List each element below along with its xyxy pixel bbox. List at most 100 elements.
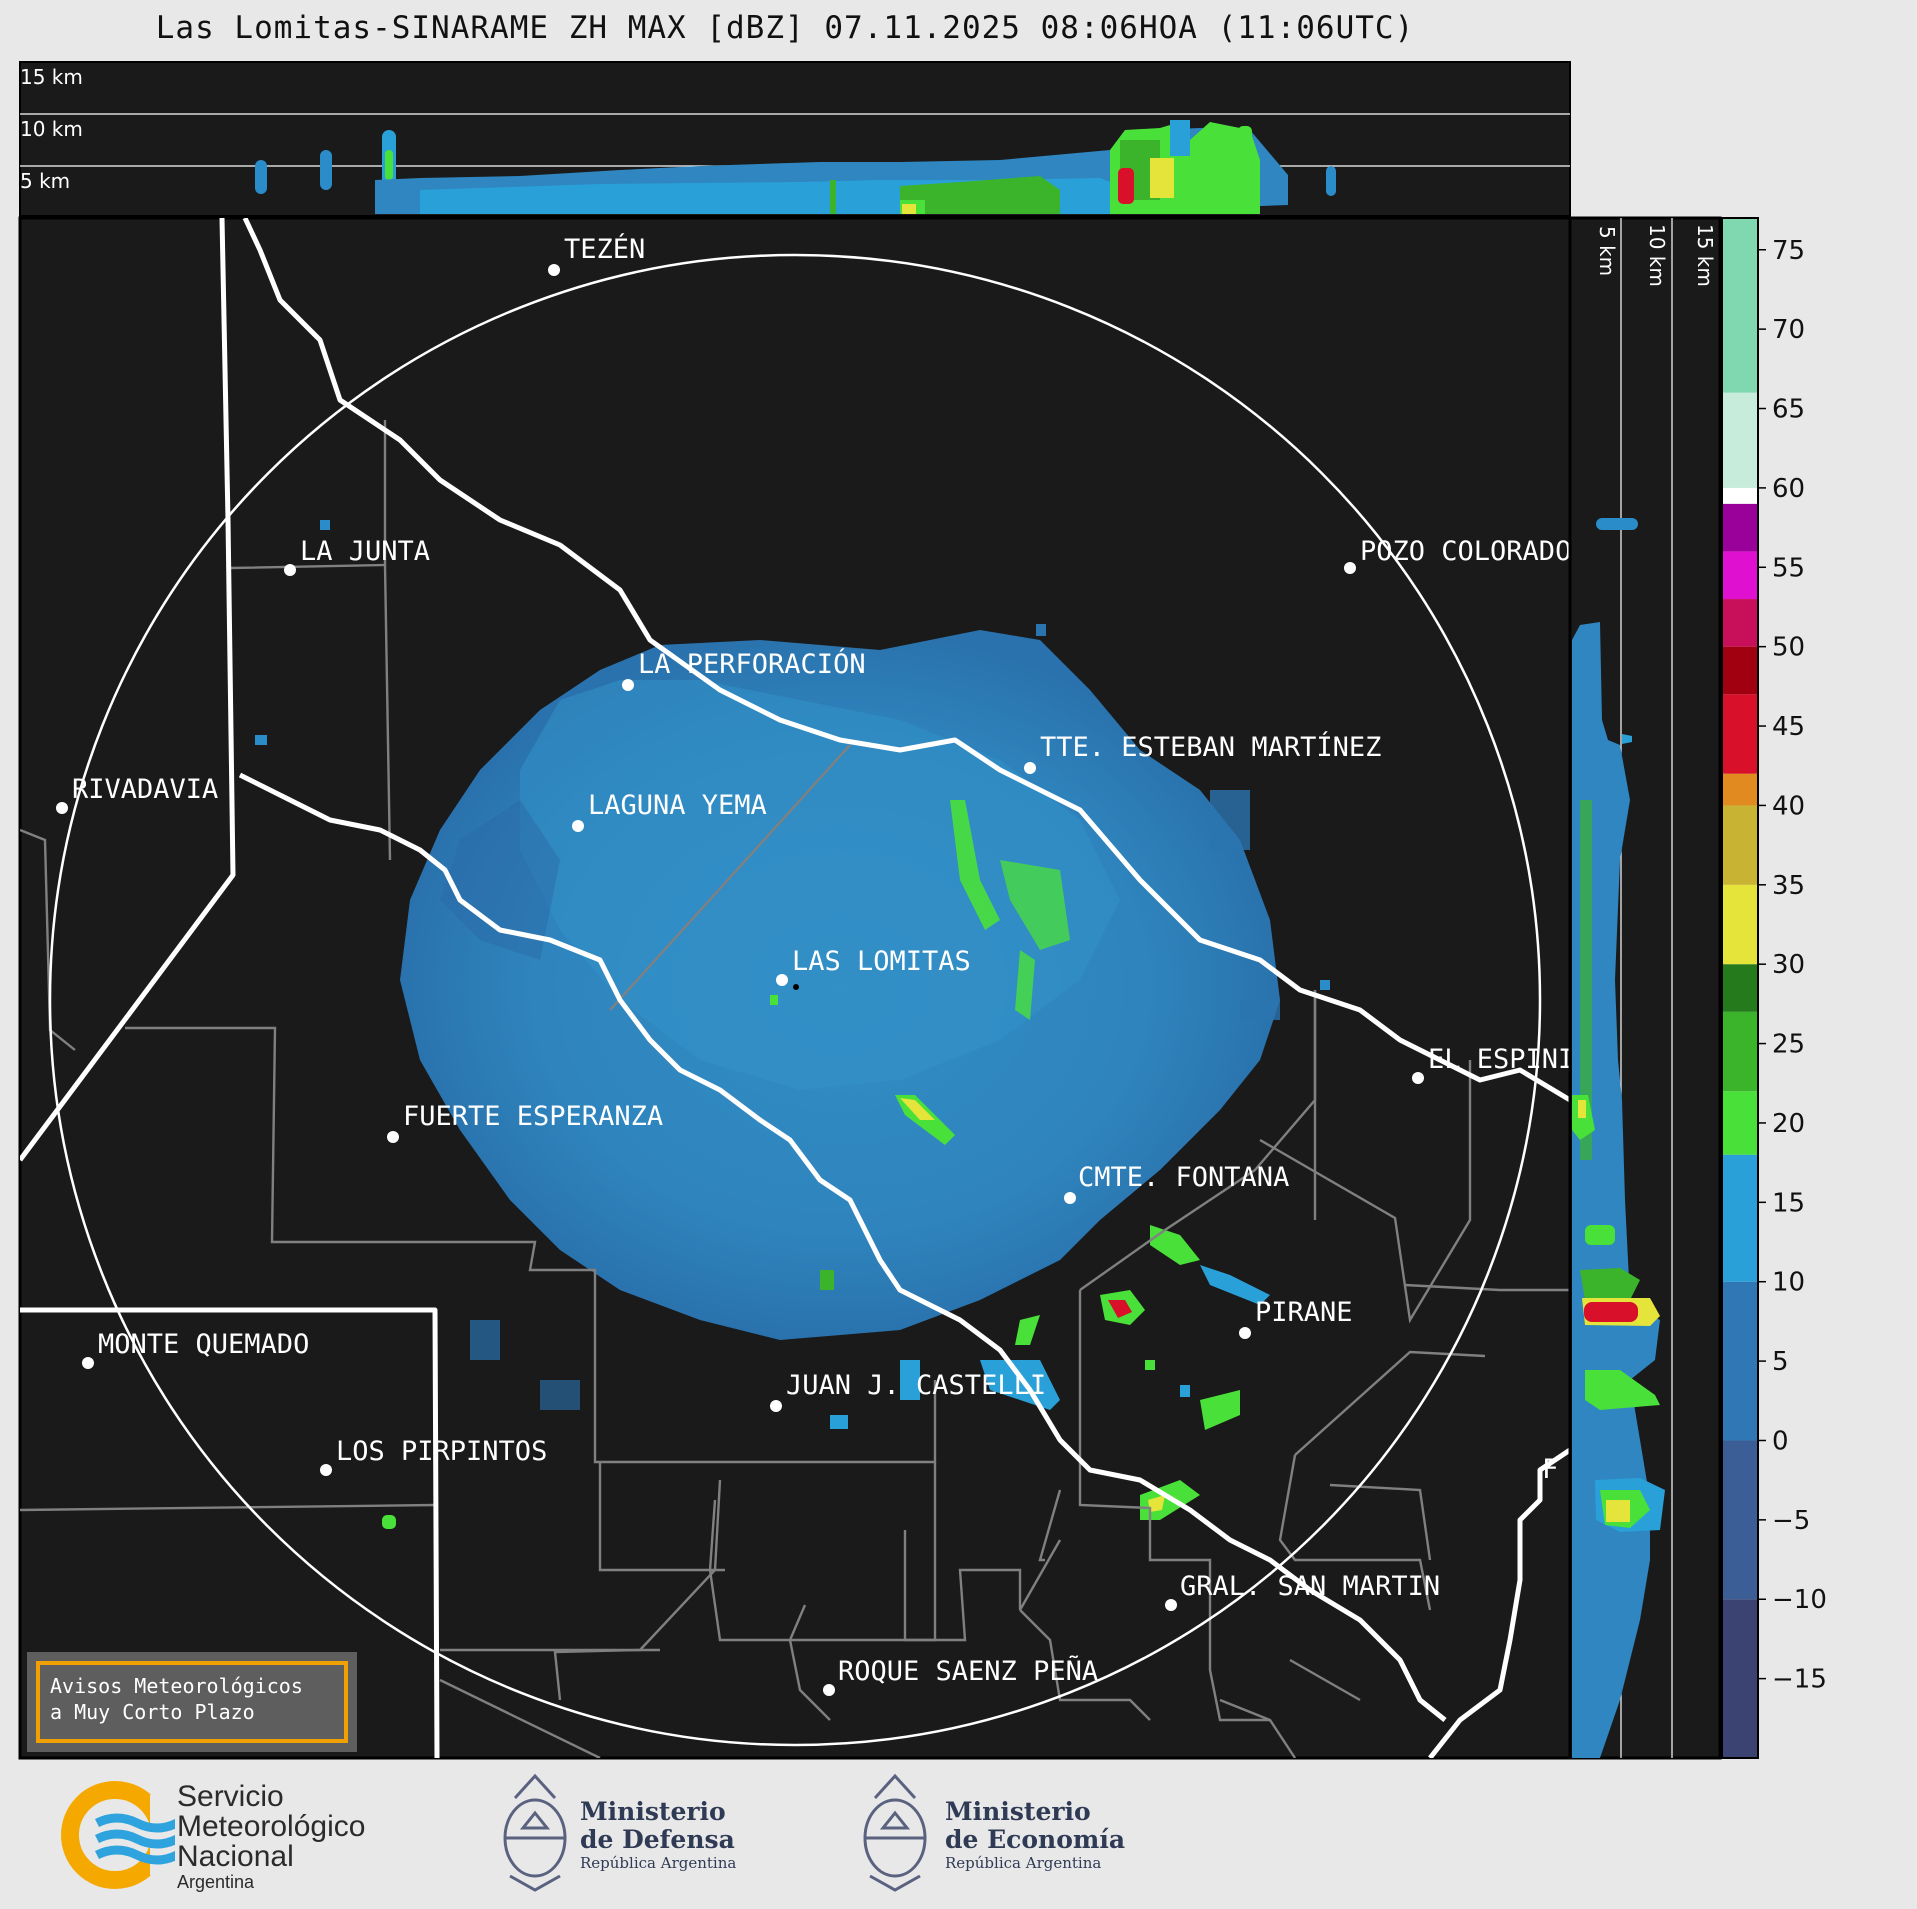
side-alt-label-5km: 5 km [1595,226,1619,276]
colorbar-segment [1722,1011,1758,1092]
colorbar-tick-label: 5 [1772,1347,1789,1377]
avisos-line-1: Avisos Meteorológicos [50,1674,303,1698]
escudo-icon [863,1773,927,1892]
colorbar-tick-label: 20 [1772,1109,1805,1139]
colorbar-segment [1722,599,1758,647]
side-alt-label-15km: 15 km [1693,224,1717,287]
city-fuerte-esperanza: FUERTE ESPERANZA [387,1101,663,1143]
smn-line-3: Nacional [177,1840,294,1873]
colorbar-tick-label: 50 [1772,633,1805,663]
city-juan-j-castelli: JUAN J. CASTELLI [770,1370,1046,1412]
city-el-espinillo: EL ESPINILLO [1412,1044,1623,1084]
radar-site-marker [793,984,799,990]
city-laguna-yema: LAGUNA YEMA [572,790,767,832]
colorbar-segment [1722,1599,1758,1758]
colorbar-segment [1722,773,1758,806]
colorbar-tick-label: 45 [1772,712,1805,742]
top-panel-echoes [255,120,1336,214]
colorbar-segment [1722,964,1758,1012]
top-alt-label-15km: 15 km [20,65,83,89]
city-roque-saenz-pena: ROQUE SAENZ PEÑA [823,1655,1098,1696]
smn-line-2: Meteorológico [177,1810,366,1843]
colorbar-tick-label: 55 [1772,553,1805,583]
city-gral-san-martin: GRAL. SAN MARTIN [1165,1571,1440,1611]
colorbar-tick-label: 0 [1772,1426,1789,1456]
economia-sub: República Argentina [945,1854,1102,1872]
colorbar-tick-label: 65 [1772,395,1805,425]
svg-text:FUERTE ESPERANZA: FUERTE ESPERANZA [403,1101,663,1132]
colorbar-tick-label: 75 [1772,236,1805,266]
colorbar-segment [1722,805,1758,885]
svg-text:PIRANE: PIRANE [1255,1297,1353,1328]
smn-sub: Argentina [177,1872,255,1892]
main-map-panel: TEZÉN LA JUNTA POZO COLORADO LA PERFORAC… [18,216,1623,1760]
svg-text:CMTE. FONTANA: CMTE. FONTANA [1078,1162,1289,1193]
colorbar-tick-label: 25 [1772,1030,1805,1060]
economia-logo: Ministerio de Economía República Argenti… [855,1760,1135,1900]
city-la-junta: LA JUNTA [284,536,430,576]
top-cross-section-panel: 15 km 10 km 5 km [19,61,1571,217]
colorbar-frame [1721,217,1759,1759]
city-partial-f: F [1542,1454,1558,1485]
city-pirane: PIRANE [1239,1297,1353,1339]
svg-text:LA PERFORACIÓN: LA PERFORACIÓN [638,648,866,680]
colorbar-tick-label: 30 [1772,950,1805,980]
colorbar-segment [1722,218,1758,393]
city-layer: TEZÉN LA JUNTA POZO COLORADO LA PERFORAC… [56,233,1623,1696]
city-rivadavia: RIVADAVIA [56,774,218,814]
city-cmte-fontana: CMTE. FONTANA [1064,1162,1289,1204]
colorbar-tick-label: −5 [1772,1506,1810,1536]
economia-line-1: Ministerio [945,1797,1091,1826]
side-panel-echoes [1572,518,1665,1758]
avisos-badge[interactable]: Avisos Meteorológicos a Muy Corto Plazo [27,1652,357,1752]
escudo-icon [503,1773,567,1892]
avisos-line-2: a Muy Corto Plazo [50,1700,255,1724]
svg-text:EL ESPINILLO: EL ESPINILLO [1428,1044,1623,1075]
colorbar-segment [1722,884,1758,965]
colorbar-segment [1722,551,1758,600]
city-tezen: TEZÉN [548,233,645,276]
city-monte-quemado: MONTE QUEMADO [82,1329,309,1369]
colorbar-segment [1722,1091,1758,1155]
defensa-line-2: de Defensa [580,1825,735,1854]
economia-line-2: de Economía [945,1825,1126,1854]
svg-text:TEZÉN: TEZÉN [564,233,645,265]
colorbar-tick-label: 10 [1772,1268,1805,1298]
city-pozo-colorado: POZO COLORADO [1344,536,1570,574]
colorbar-segment [1722,392,1758,488]
colorbar-tick-label: 15 [1772,1188,1805,1218]
colorbar-segment [1722,646,1758,695]
svg-text:LAS LOMITAS: LAS LOMITAS [792,946,971,977]
svg-text:LOS PIRPINTOS: LOS PIRPINTOS [336,1436,547,1467]
radar-echo-area [255,520,1330,1529]
colorbar-segment [1722,487,1758,504]
side-cross-section-panel: 5 km 10 km 15 km [1568,216,1722,1760]
defensa-line-1: Ministerio [580,1797,726,1826]
svg-text:ROQUE SAENZ PEÑA: ROQUE SAENZ PEÑA [838,1655,1098,1687]
colorbar-tick-label: −10 [1772,1585,1827,1615]
colorbar-segment [1722,694,1758,774]
colorbar-segment [1722,1281,1758,1441]
side-alt-label-10km: 10 km [1645,224,1669,287]
department-boundaries [20,420,1570,1758]
chart-title: Las Lomitas-SINARAME ZH MAX [dBZ] 07.11.… [155,10,1415,46]
colorbar-tick-label: 35 [1772,871,1805,901]
colorbar-tick-label: 60 [1772,474,1805,504]
province-boundaries [20,218,1570,1758]
svg-text:LAGUNA YEMA: LAGUNA YEMA [588,790,767,821]
city-los-pirpintos: LOS PIRPINTOS [320,1436,547,1476]
colorbar-segment [1722,1154,1758,1282]
colorbar-tick-label: 70 [1772,315,1805,345]
colorbar-tick-label: 40 [1772,791,1805,821]
svg-text:JUAN J. CASTELLI: JUAN J. CASTELLI [786,1370,1046,1401]
top-alt-label-5km: 5 km [20,169,70,193]
svg-text:TTE. ESTEBAN MARTÍNEZ: TTE. ESTEBAN MARTÍNEZ [1040,731,1381,763]
range-ring [48,253,1542,1747]
smn-logo: Servicio Meteorológico Nacional Argentin… [55,1760,395,1900]
svg-text:RIVADAVIA: RIVADAVIA [72,774,218,805]
colorbar-segment [1722,503,1758,552]
city-las-lomitas: LAS LOMITAS [776,946,971,986]
colorbar-segment [1722,1440,1758,1600]
